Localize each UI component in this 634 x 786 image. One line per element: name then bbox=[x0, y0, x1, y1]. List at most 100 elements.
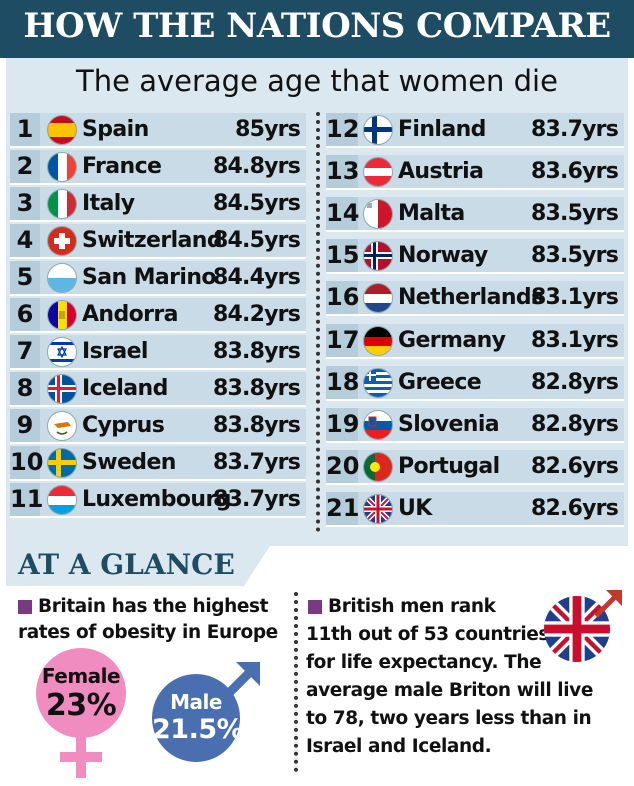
men-text-line3: for life expectancy. The bbox=[306, 652, 542, 673]
country-name: Italy bbox=[82, 191, 135, 216]
life-expectancy-value: 84.5yrs bbox=[213, 191, 301, 216]
rank-number: 2 bbox=[10, 150, 40, 183]
country-name: Norway bbox=[398, 243, 488, 269]
bullet-square bbox=[308, 600, 322, 614]
rank-number: 21 bbox=[326, 491, 359, 525]
flag-icon bbox=[48, 338, 76, 366]
country-name: San Marino bbox=[82, 265, 217, 290]
life-expectancy-value: 83.7yrs bbox=[213, 487, 301, 512]
bullet-square bbox=[18, 600, 32, 614]
female-symbol-bar bbox=[60, 752, 102, 762]
men-text-line6: Israel and Iceland. bbox=[306, 736, 492, 757]
ranking-row: 1 Spain 85yrs bbox=[10, 113, 306, 148]
rank-number: 16 bbox=[326, 281, 359, 315]
ranking-row: 15 Norway 83.5yrs bbox=[326, 239, 624, 275]
flag-icon bbox=[364, 494, 392, 523]
flag-icon bbox=[48, 227, 76, 255]
flag-icon bbox=[48, 264, 76, 292]
rank-number: 7 bbox=[10, 335, 40, 368]
country-name: Slovenia bbox=[398, 411, 500, 437]
female-value: 23% bbox=[45, 688, 117, 723]
obesity-text-line1: Britain has the highest bbox=[38, 596, 269, 617]
rank-number: 15 bbox=[326, 239, 359, 273]
life-expectancy-value: 84.5yrs bbox=[213, 228, 301, 253]
country-name: Iceland bbox=[82, 376, 168, 401]
rank-number: 6 bbox=[10, 298, 40, 331]
men-text-line5: to 78, two years less than in bbox=[306, 708, 592, 729]
country-name: Greece bbox=[398, 369, 482, 395]
flag-icon bbox=[364, 326, 392, 355]
rank-number: 8 bbox=[10, 372, 40, 405]
ranking-row: 2 France 84.8yrs bbox=[10, 150, 306, 185]
flag-icon bbox=[364, 284, 392, 313]
country-name: Cyprus bbox=[82, 413, 165, 438]
male-value: 21.5% bbox=[152, 714, 244, 745]
rank-number: 19 bbox=[326, 407, 359, 441]
male-symbol bbox=[152, 674, 240, 762]
flag-icon bbox=[364, 242, 392, 271]
male-label: Male bbox=[170, 690, 222, 714]
life-expectancy-value: 83.5yrs bbox=[531, 243, 619, 269]
flag-icon bbox=[364, 158, 392, 187]
life-expectancy-value: 83.7yrs bbox=[213, 450, 301, 475]
ranking-row: 5 San Marino 84.4yrs bbox=[10, 261, 306, 296]
country-name: France bbox=[82, 154, 162, 179]
life-expectancy-value: 85yrs bbox=[235, 117, 301, 142]
uk-flag-icon bbox=[544, 596, 610, 662]
country-name: Malta bbox=[398, 201, 465, 227]
life-expectancy-value: 83.8yrs bbox=[213, 339, 301, 364]
country-name: Israel bbox=[82, 339, 148, 364]
country-name: Netherlands bbox=[398, 285, 544, 311]
men-text-line2: 11th out of 53 countries bbox=[306, 624, 550, 645]
country-name: Sweden bbox=[82, 450, 176, 475]
flag-icon bbox=[48, 412, 76, 440]
rank-number: 18 bbox=[326, 365, 359, 399]
life-expectancy-value: 83.8yrs bbox=[213, 413, 301, 438]
life-expectancy-value: 83.8yrs bbox=[213, 376, 301, 401]
ranking-row: 4 Switzerland 84.5yrs bbox=[10, 224, 306, 259]
header-title: HOW THE NATIONS COMPARE bbox=[23, 6, 611, 46]
life-expectancy-value: 84.2yrs bbox=[213, 302, 301, 327]
ranking-row: 10 Sweden 83.7yrs bbox=[10, 446, 306, 481]
life-expectancy-value: 84.4yrs bbox=[213, 265, 301, 290]
life-expectancy-value: 83.6yrs bbox=[531, 159, 619, 185]
ranking-row: 8 Iceland 83.8yrs bbox=[10, 372, 306, 407]
rank-number: 4 bbox=[10, 224, 40, 257]
column-divider bbox=[316, 112, 320, 532]
rank-number: 17 bbox=[326, 323, 359, 357]
male-arrow-icon bbox=[594, 590, 622, 618]
flag-icon bbox=[48, 116, 76, 144]
flag-icon bbox=[364, 410, 392, 439]
ranking-row: 6 Andorra 84.2yrs bbox=[10, 298, 306, 333]
glance-tab-corner bbox=[244, 546, 270, 586]
life-expectancy-value: 82.8yrs bbox=[531, 369, 619, 395]
country-name: Portugal bbox=[398, 453, 500, 479]
flag-icon bbox=[48, 301, 76, 329]
ranking-row: 19 Slovenia 82.8yrs bbox=[326, 407, 624, 443]
rankings-subtitle: The average age that women die bbox=[76, 64, 558, 98]
rank-number: 5 bbox=[10, 261, 40, 294]
flag-icon bbox=[48, 153, 76, 181]
men-text-line4: average male Briton will live bbox=[306, 680, 593, 701]
country-name: Andorra bbox=[82, 302, 179, 327]
life-expectancy-value: 83.1yrs bbox=[531, 285, 619, 311]
rank-number: 9 bbox=[10, 409, 40, 442]
ranking-row: 14 Malta 83.5yrs bbox=[326, 197, 624, 233]
flag-icon bbox=[364, 368, 392, 397]
country-name: Switzerland bbox=[82, 228, 223, 253]
country-name: Finland bbox=[398, 117, 486, 142]
rank-number: 3 bbox=[10, 187, 40, 220]
female-label: Female bbox=[41, 664, 121, 688]
female-symbol bbox=[36, 648, 126, 738]
glance-divider bbox=[294, 592, 298, 772]
life-expectancy-value: 84.8yrs bbox=[213, 154, 301, 179]
flag-icon bbox=[364, 116, 392, 144]
country-name: Germany bbox=[398, 327, 506, 353]
life-expectancy-value: 83.5yrs bbox=[531, 201, 619, 227]
ranking-row: 16 Netherlands 83.1yrs bbox=[326, 281, 624, 317]
life-expectancy-value: 82.6yrs bbox=[531, 453, 619, 479]
obesity-text-line2: rates of obesity in Europe bbox=[18, 622, 278, 643]
men-text-line1: British men rank bbox=[328, 596, 496, 617]
glance-title: AT A GLANCE bbox=[18, 548, 235, 581]
